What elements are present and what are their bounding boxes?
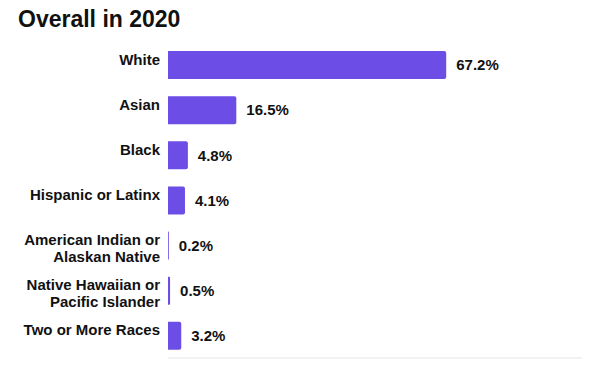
- svg-text:4.1%: 4.1%: [195, 192, 229, 209]
- html-text:Overall in 2020: Overall in 2020: [18, 6, 181, 32]
- svg-text:American Indian orAlaskan Nati: American Indian orAlaskan Native: [24, 231, 160, 265]
- svg-text:4.8%: 4.8%: [198, 147, 232, 164]
- svg-text:White: White: [119, 51, 160, 68]
- svg-text:Hispanic or Latinx: Hispanic or Latinx: [30, 186, 161, 203]
- svg-text:Asian: Asian: [119, 96, 160, 113]
- svg-text:0.5%: 0.5%: [180, 282, 214, 299]
- svg-text:0.2%: 0.2%: [179, 237, 213, 254]
- svg-text:16.5%: 16.5%: [246, 101, 289, 118]
- svg-text:Native Hawaiian orPacific Isla: Native Hawaiian orPacific Islander: [27, 276, 161, 310]
- svg-text:3.2%: 3.2%: [191, 327, 225, 344]
- svg-text:Black: Black: [120, 141, 161, 158]
- svg-text:Two or More Races: Two or More Races: [24, 321, 160, 338]
- svg-text:67.2%: 67.2%: [456, 56, 499, 73]
